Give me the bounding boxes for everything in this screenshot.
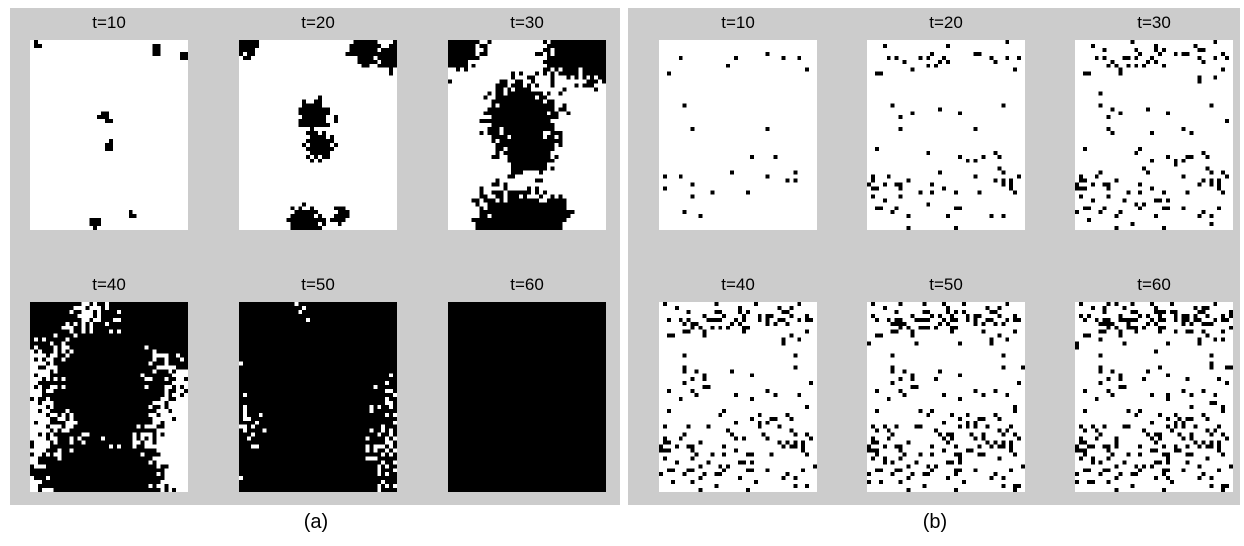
lattice-grid	[867, 302, 1025, 492]
frame-label: t=20	[301, 13, 335, 32]
frame-label: t=40	[92, 275, 126, 294]
frame-a-t40: t=40	[30, 274, 188, 492]
frame-b-t30: t=30	[1075, 12, 1233, 230]
panel-a: t=10 t=20 t=30 t=40 t=50 t=60	[10, 8, 620, 505]
frame-a-t60: t=60	[448, 274, 606, 492]
lattice-grid	[239, 302, 397, 492]
frame-label: t=10	[721, 13, 755, 32]
frame-a-t30: t=30	[448, 12, 606, 230]
lattice-grid	[659, 302, 817, 492]
caption-b: (b)	[922, 511, 948, 533]
lattice-grid	[239, 40, 397, 230]
lattice-grid	[30, 302, 188, 492]
frame-label: t=50	[929, 275, 963, 294]
frame-label: t=30	[510, 13, 544, 32]
caption-a: (a)	[303, 511, 329, 533]
lattice-grid	[30, 40, 188, 230]
lattice-grid	[867, 40, 1025, 230]
frame-label: t=40	[721, 275, 755, 294]
frame-label: t=10	[92, 13, 126, 32]
frame-label: t=60	[510, 275, 544, 294]
frame-a-t10: t=10	[30, 12, 188, 230]
lattice-grid	[659, 40, 817, 230]
frame-b-t40: t=40	[659, 274, 817, 492]
frame-b-t20: t=20	[867, 12, 1025, 230]
frame-a-t50: t=50	[239, 274, 397, 492]
frame-label: t=20	[929, 13, 963, 32]
lattice-grid	[1075, 40, 1233, 230]
frame-label: t=50	[301, 275, 335, 294]
frame-a-t20: t=20	[239, 12, 397, 230]
lattice-grid	[448, 302, 606, 492]
frame-label: t=30	[1137, 13, 1171, 32]
lattice-grid	[1075, 302, 1233, 492]
panel-b: t=10 t=20 t=30 t=40 t=50 t=60	[628, 8, 1240, 505]
frame-b-t10: t=10	[659, 12, 817, 230]
lattice-grid	[448, 40, 606, 230]
frame-b-t50: t=50	[867, 274, 1025, 492]
frame-label: t=60	[1137, 275, 1171, 294]
frame-b-t60: t=60	[1075, 274, 1233, 492]
